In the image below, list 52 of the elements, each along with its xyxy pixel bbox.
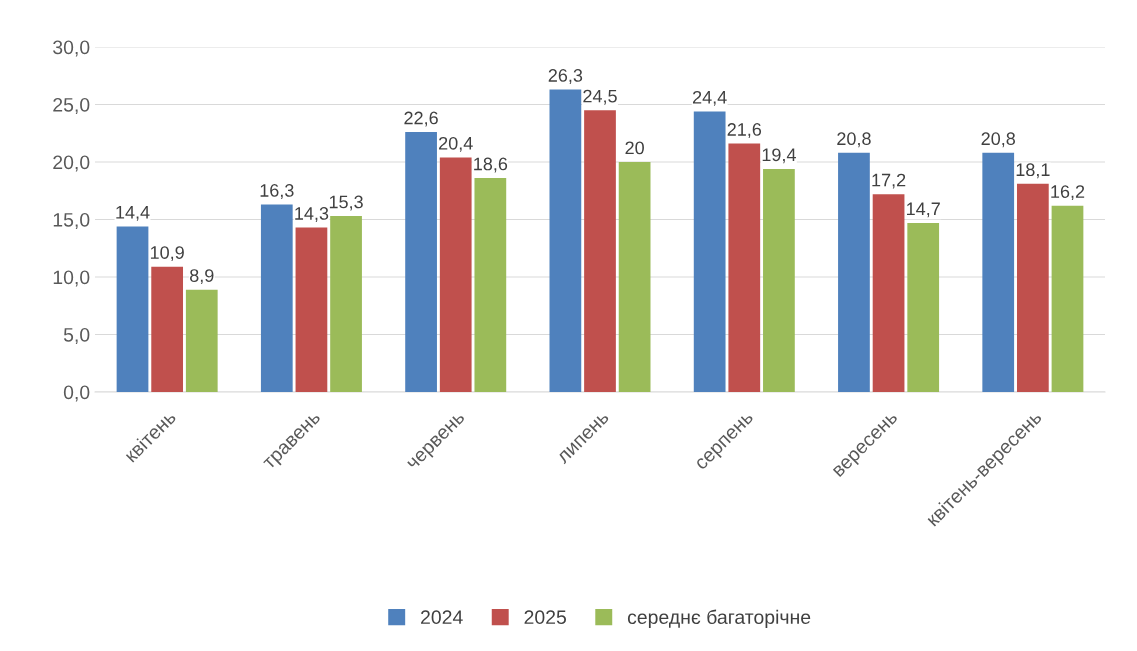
data-label: 14,7 bbox=[907, 202, 940, 218]
data-label: 20,8 bbox=[837, 132, 871, 148]
y-tick-label: 25,0 bbox=[53, 97, 90, 115]
bar bbox=[330, 216, 362, 392]
y-tick-label: 0,0 bbox=[63, 385, 90, 402]
data-label: 16,3 bbox=[260, 184, 294, 199]
bar bbox=[439, 157, 472, 392]
bar bbox=[982, 152, 1015, 392]
bar bbox=[116, 226, 149, 392]
bar bbox=[151, 266, 184, 392]
bar bbox=[295, 227, 328, 392]
data-label: 18,6 bbox=[474, 157, 508, 173]
legend-label: 2025 bbox=[524, 610, 566, 625]
y-tick-label: 15,0 bbox=[53, 212, 90, 230]
data-label: 17,2 bbox=[872, 173, 906, 189]
data-label: 24,5 bbox=[583, 89, 617, 105]
bar bbox=[185, 289, 218, 392]
data-label: 15,3 bbox=[329, 195, 363, 211]
bar bbox=[872, 194, 905, 392]
y-tick-label: 20,0 bbox=[53, 155, 90, 172]
bar bbox=[1016, 183, 1049, 392]
bar bbox=[1051, 205, 1084, 392]
bar bbox=[549, 89, 582, 392]
bar bbox=[618, 162, 651, 392]
data-label: 21,6 bbox=[727, 123, 762, 138]
y-tick-label: 30,0 bbox=[53, 40, 90, 57]
bar bbox=[693, 111, 726, 392]
bar bbox=[584, 110, 616, 392]
data-label: 14,3 bbox=[295, 207, 329, 222]
bar bbox=[838, 152, 870, 392]
data-label: 20 bbox=[625, 141, 644, 155]
data-label: 19,4 bbox=[762, 148, 796, 164]
data-label: 14,4 bbox=[116, 206, 150, 221]
data-label: 20,8 bbox=[981, 132, 1016, 148]
bar bbox=[474, 178, 507, 392]
data-label: 18,1 bbox=[1016, 163, 1050, 179]
data-label: 24,4 bbox=[693, 90, 727, 106]
data-label: 8,9 bbox=[190, 269, 214, 285]
legend-label: середнє багаторічне bbox=[627, 609, 811, 628]
bar bbox=[260, 204, 293, 392]
legend-label: 2024 bbox=[421, 610, 463, 625]
data-label: 26,3 bbox=[548, 69, 583, 84]
data-label: 20,4 bbox=[439, 136, 473, 152]
data-label: 16,2 bbox=[1051, 185, 1085, 201]
bar bbox=[728, 143, 761, 392]
y-tick-label: 10,0 bbox=[53, 270, 90, 287]
bar bbox=[405, 132, 437, 392]
bar bbox=[763, 168, 795, 392]
bar bbox=[907, 222, 940, 392]
data-label: 22,6 bbox=[404, 111, 438, 127]
data-label: 10,9 bbox=[150, 246, 184, 262]
y-tick-label: 5,0 bbox=[63, 327, 90, 345]
